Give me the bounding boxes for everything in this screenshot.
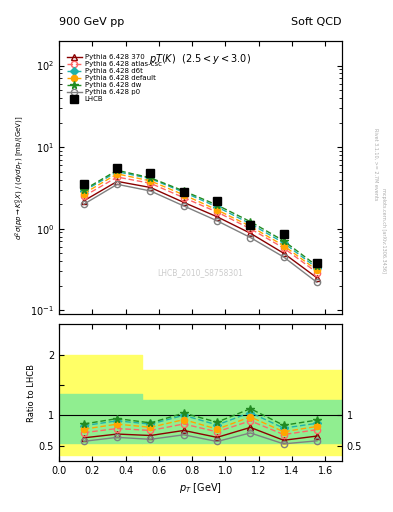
Line: LHCB: LHCB [80, 164, 321, 267]
Pythia 6.428 d6t [314, 265, 319, 271]
Y-axis label: Ratio to LHCB: Ratio to LHCB [27, 364, 36, 421]
LHCB [115, 165, 119, 172]
LHCB [148, 170, 153, 176]
Pythia 6.428 370 [182, 199, 186, 205]
Pythia 6.428 p0 [182, 203, 186, 209]
Pythia 6.428 default [281, 243, 286, 249]
Text: Soft QCD: Soft QCD [292, 16, 342, 27]
Pythia 6.428 dw [82, 187, 86, 193]
Pythia 6.428 atlas-csc [215, 209, 219, 215]
Pythia 6.428 p0 [314, 279, 319, 285]
Pythia 6.428 p0 [215, 218, 219, 224]
Pythia 6.428 d6t [182, 189, 186, 195]
LHCB [248, 222, 253, 228]
Line: Pythia 6.428 370: Pythia 6.428 370 [81, 178, 320, 281]
Line: Pythia 6.428 default: Pythia 6.428 default [81, 170, 320, 273]
Pythia 6.428 atlas-csc [82, 193, 86, 199]
Pythia 6.428 dw [281, 238, 286, 244]
Pythia 6.428 default [82, 190, 86, 197]
LHCB [281, 231, 286, 238]
Text: $pT(K)\ \ (2.5 < y < 3.0)$: $pT(K)\ \ (2.5 < y < 3.0)$ [149, 52, 252, 66]
Line: Pythia 6.428 d6t: Pythia 6.428 d6t [81, 169, 320, 271]
LHCB [182, 189, 186, 195]
Pythia 6.428 370 [314, 275, 319, 281]
Text: Rivet 3.1.10, >= 2.7M events: Rivet 3.1.10, >= 2.7M events [373, 127, 378, 200]
Pythia 6.428 p0 [148, 188, 153, 194]
Pythia 6.428 dw [248, 219, 253, 225]
Text: LHCB_2010_S8758301: LHCB_2010_S8758301 [158, 269, 243, 278]
Text: mcplots.cern.ch [arXiv:1306.3436]: mcplots.cern.ch [arXiv:1306.3436] [381, 188, 386, 273]
Pythia 6.428 dw [182, 188, 186, 194]
Pythia 6.428 dw [314, 263, 319, 269]
Pythia 6.428 d6t [148, 176, 153, 182]
Pythia 6.428 d6t [281, 240, 286, 246]
Pythia 6.428 default [182, 192, 186, 198]
Pythia 6.428 dw [148, 175, 153, 181]
Pythia 6.428 370 [148, 184, 153, 190]
Pythia 6.428 d6t [215, 204, 219, 210]
LHCB [314, 260, 319, 266]
Line: Pythia 6.428 dw: Pythia 6.428 dw [80, 166, 321, 270]
Pythia 6.428 p0 [248, 234, 253, 241]
Pythia 6.428 p0 [115, 181, 119, 187]
Pythia 6.428 default [248, 223, 253, 229]
Pythia 6.428 370 [115, 178, 119, 184]
Pythia 6.428 370 [248, 230, 253, 237]
Pythia 6.428 370 [215, 214, 219, 220]
Pythia 6.428 atlas-csc [314, 269, 319, 275]
Pythia 6.428 atlas-csc [281, 245, 286, 251]
Pythia 6.428 d6t [248, 221, 253, 227]
Pythia 6.428 atlas-csc [248, 226, 253, 232]
Pythia 6.428 d6t [115, 168, 119, 175]
Pythia 6.428 d6t [82, 188, 86, 194]
Pythia 6.428 atlas-csc [148, 180, 153, 186]
Text: 900 GeV pp: 900 GeV pp [59, 16, 124, 27]
Pythia 6.428 370 [281, 250, 286, 257]
Pythia 6.428 default [314, 267, 319, 273]
Pythia 6.428 dw [215, 202, 219, 208]
LHCB [215, 198, 219, 204]
Pythia 6.428 p0 [82, 201, 86, 207]
Pythia 6.428 p0 [281, 254, 286, 260]
LHCB [82, 181, 86, 187]
Pythia 6.428 atlas-csc [115, 174, 119, 180]
Pythia 6.428 default [115, 171, 119, 177]
Legend: Pythia 6.428 370, Pythia 6.428 atlas-csc, Pythia 6.428 d6t, Pythia 6.428 default: Pythia 6.428 370, Pythia 6.428 atlas-csc… [65, 53, 163, 103]
Pythia 6.428 default [148, 178, 153, 184]
Y-axis label: $d^2\sigma(pp{\rightarrow}K^0_S X)\ /\ (dydp_T)\ [\mathrm{mb/(GeV)}]$: $d^2\sigma(pp{\rightarrow}K^0_S X)\ /\ (… [14, 115, 28, 240]
Line: Pythia 6.428 p0: Pythia 6.428 p0 [81, 181, 320, 286]
Line: Pythia 6.428 atlas-csc: Pythia 6.428 atlas-csc [81, 174, 320, 275]
Pythia 6.428 default [215, 207, 219, 213]
Pythia 6.428 370 [82, 198, 86, 204]
Pythia 6.428 dw [115, 167, 119, 174]
X-axis label: $p_T\ [\mathrm{GeV}]$: $p_T\ [\mathrm{GeV}]$ [179, 481, 222, 495]
Pythia 6.428 atlas-csc [182, 195, 186, 201]
